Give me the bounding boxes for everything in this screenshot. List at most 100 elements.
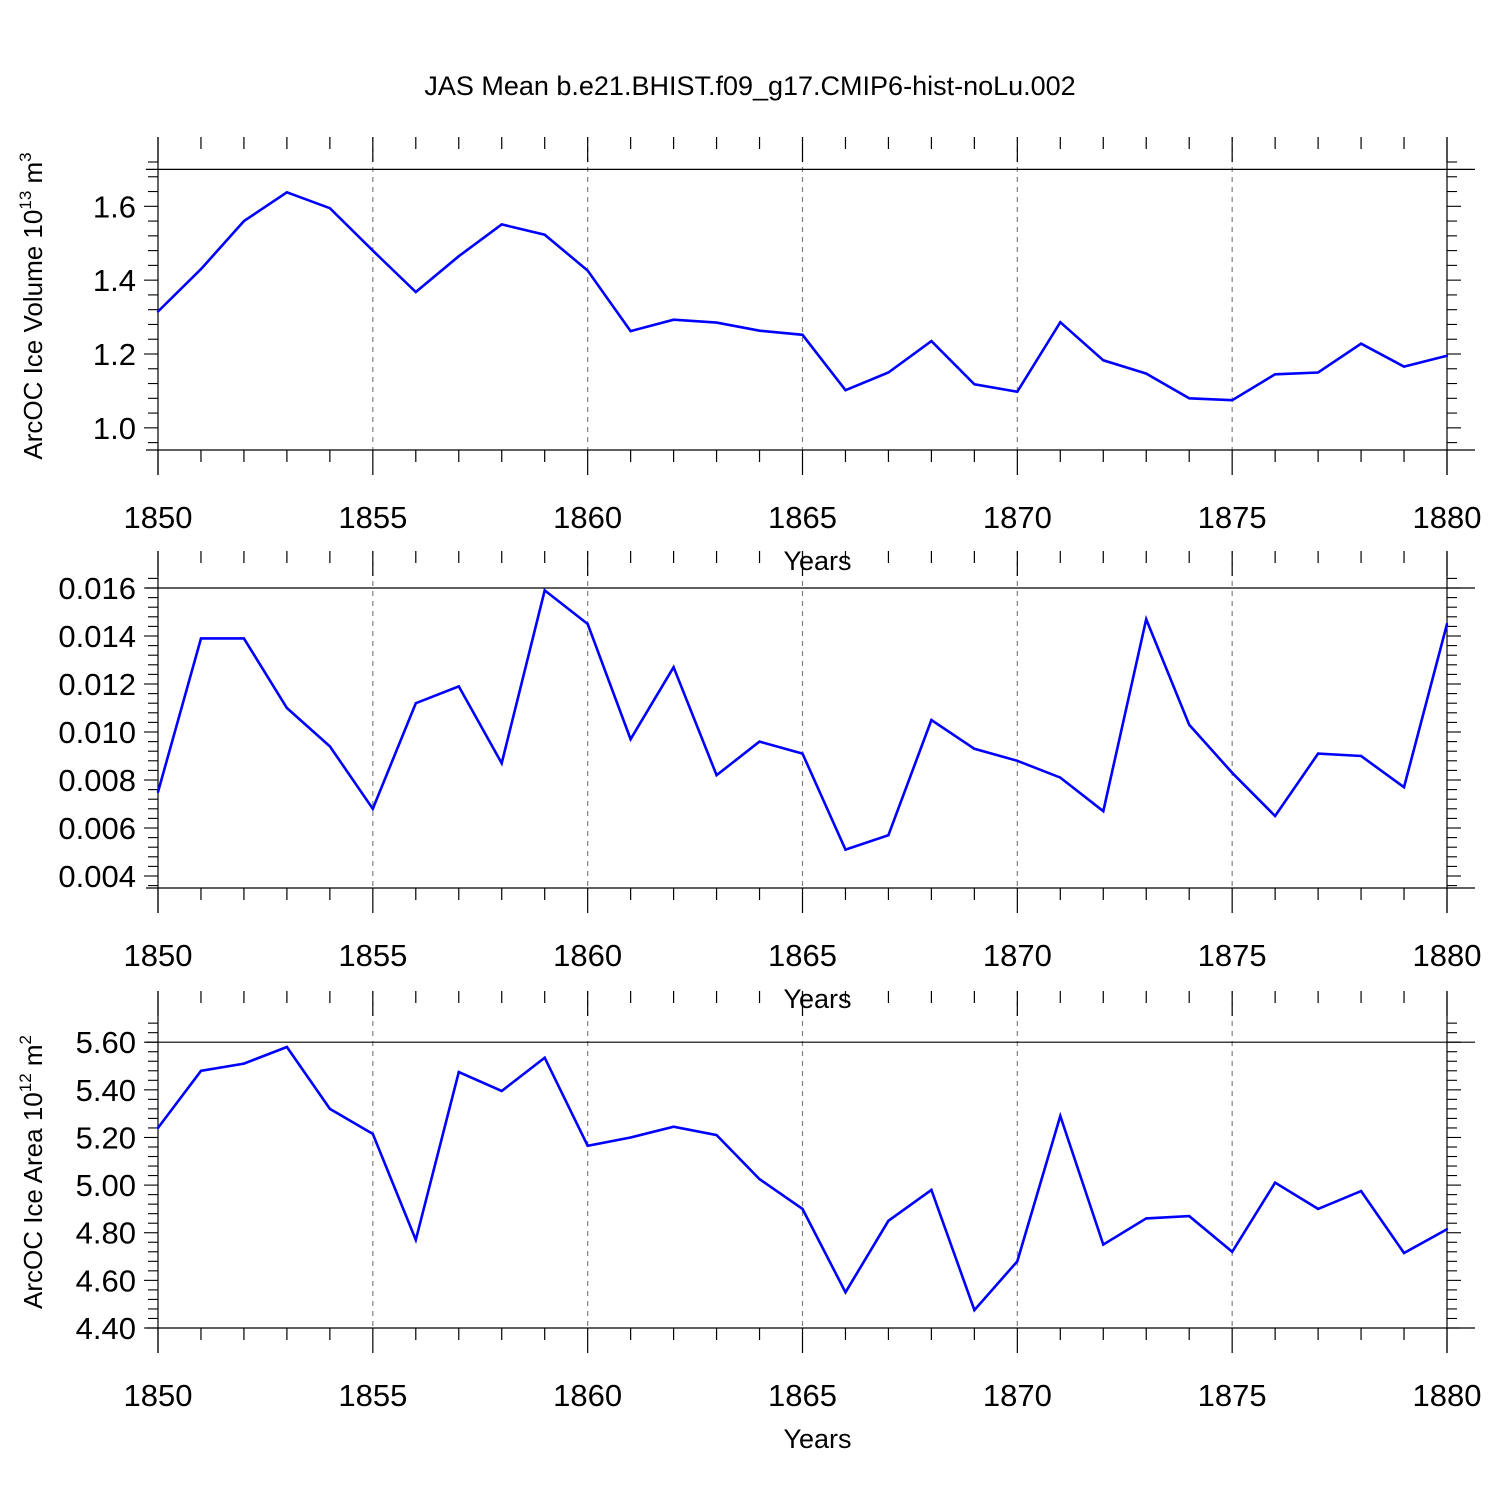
- data-point: [930, 718, 933, 722]
- data-point: [586, 1144, 589, 1148]
- data-point: [1359, 754, 1363, 758]
- data-point: [1145, 618, 1148, 621]
- panel-ice-volume: 1.0 1.2 1.4 1.6 1850 1855 1860 1865 1870 1875 1880…: [16, 137, 1481, 576]
- data-point: [844, 388, 847, 392]
- data-point: [930, 339, 933, 343]
- data-point: [1059, 321, 1062, 324]
- data-point: [328, 745, 332, 748]
- figure-title: JAS Mean b.e21.BHIST.f09_g17.CMIP6-hist-…: [424, 71, 1075, 101]
- data-point: [328, 1107, 332, 1111]
- data-point: [500, 1089, 503, 1093]
- data-point: [543, 589, 546, 592]
- y-tick-label: 0.012: [58, 667, 136, 702]
- data-point: [1188, 397, 1191, 400]
- data-point: [242, 219, 246, 223]
- data-point: [973, 1308, 976, 1312]
- data-point: [285, 191, 289, 194]
- data-point: [1230, 1250, 1234, 1253]
- data-point: [457, 1070, 460, 1074]
- data-point: [1145, 1217, 1148, 1220]
- data-point: [543, 233, 546, 236]
- y-tick-label: 0.010: [58, 715, 136, 750]
- y-tick-label: 0.008: [58, 763, 136, 798]
- data-point: [1145, 372, 1148, 375]
- data-point: [1402, 786, 1406, 789]
- x-tick-label: 1860: [553, 500, 622, 535]
- data-point: [371, 807, 375, 810]
- data-point: [1059, 1114, 1062, 1118]
- x-axis-label: Years: [783, 1424, 851, 1454]
- data-point: [629, 1136, 632, 1139]
- y-tick-label: 5.20: [76, 1120, 136, 1155]
- data-point: [1230, 771, 1234, 774]
- data-point: [801, 752, 804, 755]
- data-point: [629, 738, 632, 741]
- data-point: [758, 1177, 761, 1181]
- data-point: [1188, 1214, 1191, 1218]
- data-point: [1316, 752, 1320, 755]
- y-tick-label: 1.4: [93, 263, 136, 298]
- data-point: [715, 774, 718, 777]
- data-point: [973, 383, 976, 386]
- y-tick-label: 1.0: [93, 411, 136, 446]
- data-point: [1016, 1260, 1019, 1263]
- y-tick-label: 1.6: [93, 189, 136, 224]
- data-point: [1445, 354, 1449, 358]
- x-tick-label: 1850: [124, 1378, 193, 1413]
- x-tick-label: 1860: [553, 1378, 622, 1413]
- data-point: [1059, 776, 1062, 779]
- x-tick-label: 1860: [553, 938, 622, 973]
- data-point: [973, 747, 976, 750]
- data-point: [457, 685, 460, 688]
- data-point: [1016, 390, 1019, 393]
- y-tick-label: 0.016: [58, 571, 136, 606]
- data-point: [285, 706, 289, 710]
- data-point: [715, 1133, 718, 1137]
- data-point: [414, 290, 417, 294]
- data-point: [758, 740, 761, 743]
- data-point: [457, 254, 460, 258]
- y-tick-label: 5.40: [76, 1073, 136, 1108]
- data-point: [199, 1069, 203, 1072]
- y-tick-label: 5.00: [76, 1168, 136, 1203]
- data-point: [1102, 810, 1105, 813]
- data-point: [1273, 814, 1277, 818]
- data-point: [887, 1219, 890, 1223]
- data-point: [199, 267, 203, 271]
- data-point: [242, 637, 246, 640]
- y-tick-label: 0.004: [58, 859, 136, 894]
- data-point: [1402, 365, 1406, 368]
- x-tick-label: 1875: [1198, 938, 1267, 973]
- y-tick-label: 5.60: [76, 1025, 136, 1060]
- x-tick-label: 1870: [983, 500, 1052, 535]
- data-point: [758, 329, 761, 332]
- data-series-line: [156, 588, 1449, 852]
- x-tick-label: 1880: [1413, 500, 1482, 535]
- data-point: [500, 223, 503, 226]
- x-tick-label: 1855: [338, 938, 407, 973]
- y-tick-label: 4.60: [76, 1263, 136, 1298]
- data-point: [629, 329, 632, 333]
- data-point: [1316, 371, 1320, 374]
- data-point: [1316, 1207, 1320, 1211]
- data-series-line: [156, 1045, 1448, 1313]
- data-point: [1445, 622, 1449, 626]
- x-tick-label: 1865: [768, 938, 837, 973]
- y-axis-label: ArcOC Ice Volume 1013 m3: [16, 152, 48, 459]
- data-point: [1188, 723, 1191, 726]
- data-point: [1102, 359, 1105, 362]
- y-tick-label: 4.40: [76, 1311, 136, 1346]
- data-point: [371, 1132, 375, 1136]
- x-tick-label: 1855: [338, 500, 407, 535]
- data-point: [156, 790, 160, 794]
- x-tick-label: 1880: [1413, 1378, 1482, 1413]
- data-point: [500, 762, 503, 765]
- x-tick-label: 1875: [1198, 500, 1267, 535]
- data-point: [371, 249, 375, 252]
- y-axis-label: ArcOC Ice Area 1012 m2: [16, 1035, 48, 1309]
- data-point: [1359, 1189, 1363, 1193]
- data-point: [887, 834, 890, 837]
- data-point: [199, 637, 203, 640]
- data-point: [844, 1291, 847, 1294]
